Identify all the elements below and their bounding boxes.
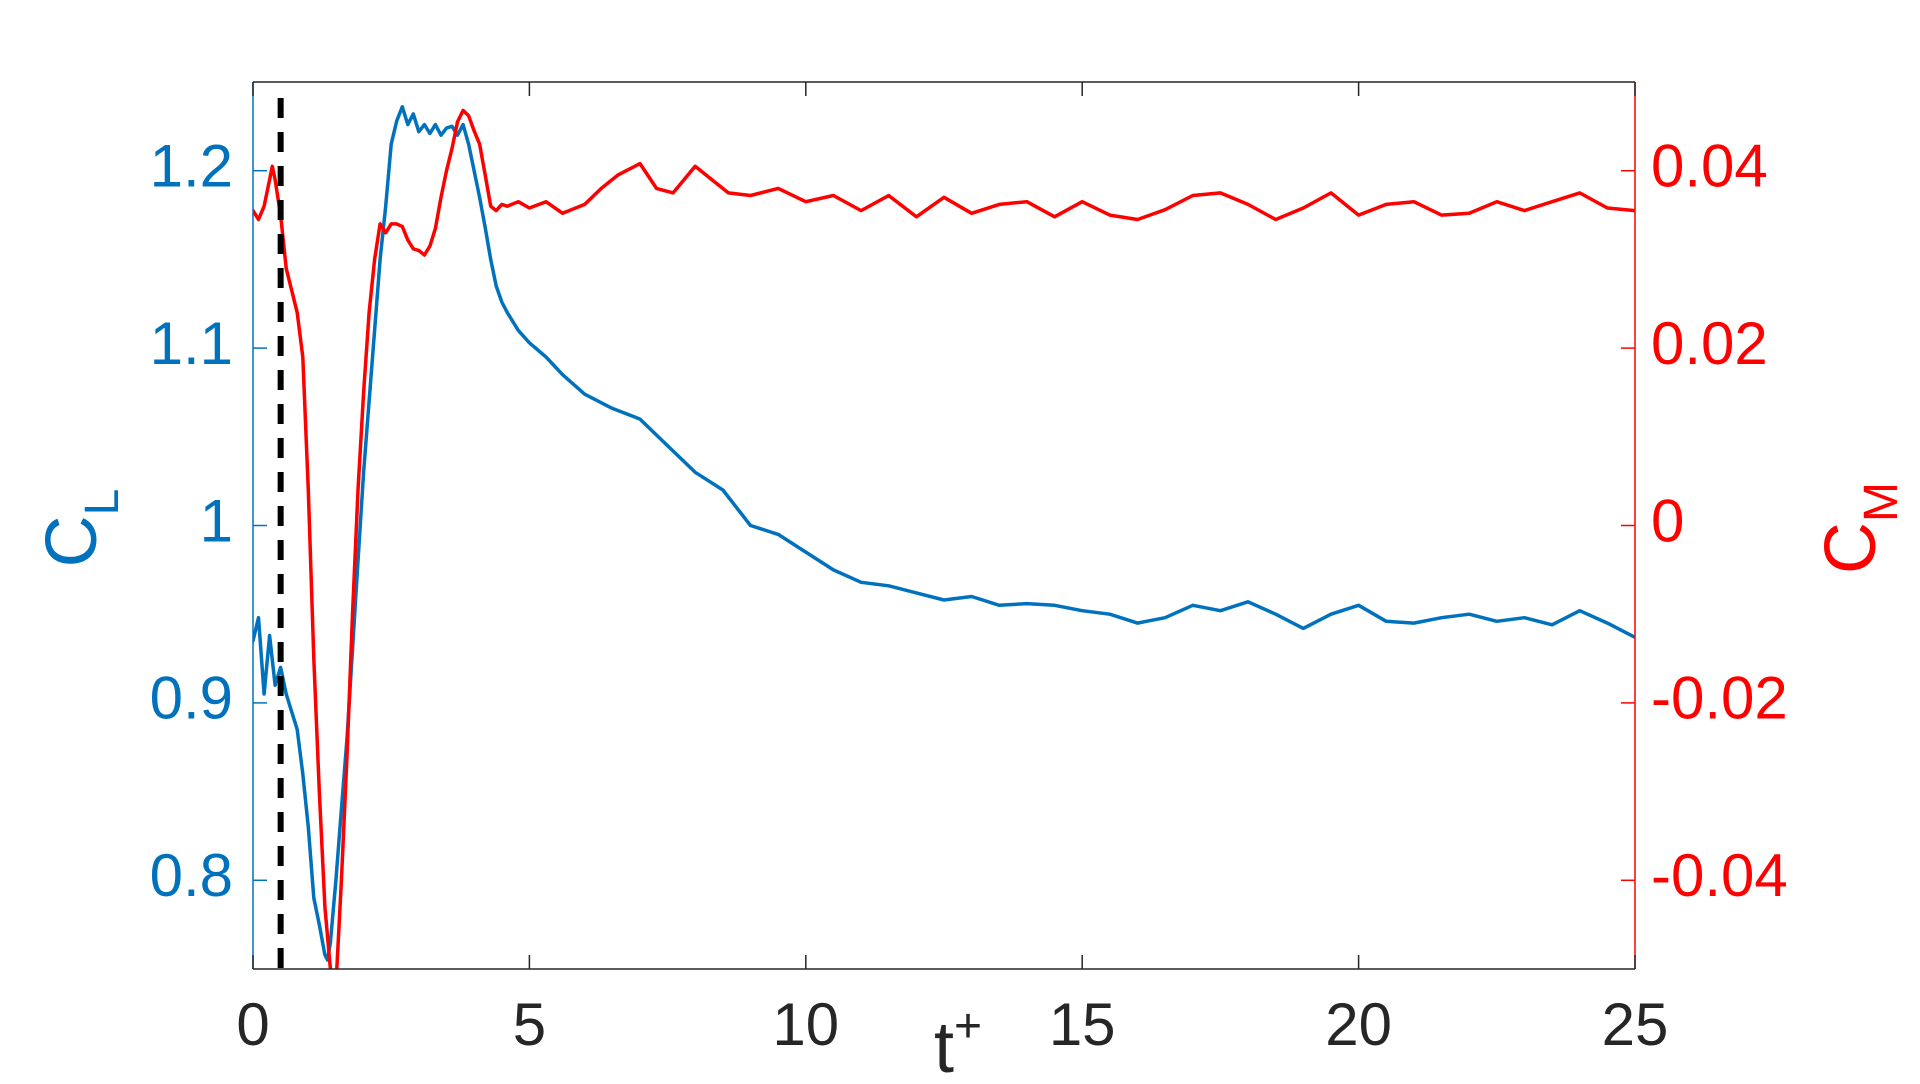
- cl-series-line: [253, 105, 1635, 962]
- y-right-axis-label-subscript: M: [1855, 482, 1908, 522]
- y-left-tick-label: 0.9: [150, 665, 233, 732]
- svg-text:CM: CM: [1811, 482, 1908, 574]
- axes: 0 5 10 15 20 25 0.8 0.9 1 1.1 1.2 -0.04 -0.02 0 0.02 0.…: [150, 81, 1788, 1058]
- svg-text:CL: CL: [32, 489, 129, 568]
- y-left-axis-label-subscript: L: [76, 489, 129, 516]
- y-right-axis-label-main: C: [1811, 522, 1891, 574]
- plot-area: [253, 98, 1635, 969]
- x-axis-label-main: t: [934, 1008, 954, 1084]
- y-left-tick-label: 1.2: [150, 133, 233, 200]
- y-left-tick-label: 1.1: [150, 310, 233, 377]
- x-axis-label: t+: [934, 1000, 982, 1084]
- y-right-tick-label: 0.02: [1651, 310, 1768, 377]
- x-tick-label: 5: [513, 991, 546, 1058]
- y-left-axis-label: CL: [32, 489, 129, 568]
- y-right-tick-label: -0.02: [1651, 665, 1788, 732]
- x-tick-label: 25: [1602, 991, 1669, 1058]
- x-tick-label: 15: [1049, 991, 1116, 1058]
- y-left-tick-label: 0.8: [150, 842, 233, 909]
- cm-series-line: [253, 108, 1635, 969]
- y-left-tick-label: 1: [200, 487, 233, 554]
- x-tick-label: 20: [1325, 991, 1392, 1058]
- x-axis-label-superscript: +: [954, 1000, 982, 1053]
- y-left-axis-label-main: C: [32, 515, 112, 567]
- y-right-axis-label: CM: [1811, 482, 1908, 574]
- x-tick-label: 10: [772, 991, 839, 1058]
- x-tick-label: 0: [236, 991, 269, 1058]
- y-right-tick-label: 0: [1651, 487, 1684, 554]
- y-right-tick-label: -0.04: [1651, 842, 1788, 909]
- y-right-tick-label: 0.04: [1651, 133, 1768, 200]
